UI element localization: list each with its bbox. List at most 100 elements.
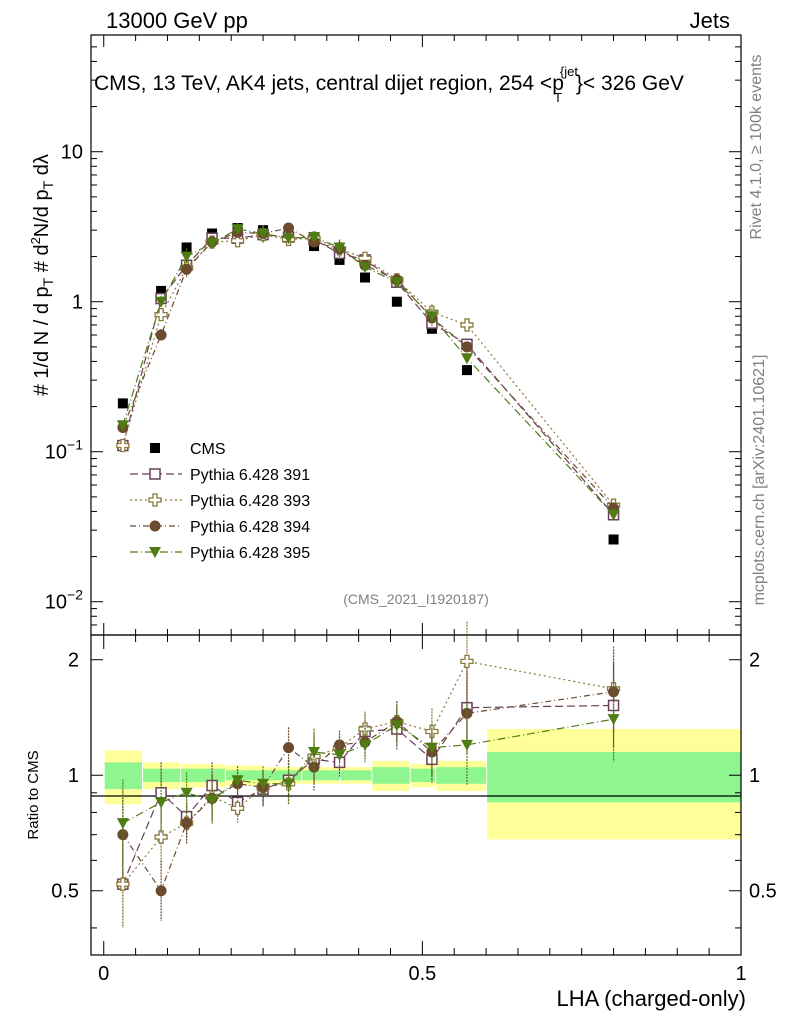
ratio-point-p395: [231, 775, 244, 787]
y-tick-label: 10−1: [45, 437, 83, 464]
ratio-point-p395: [206, 795, 219, 807]
legend-marker-p394: [149, 520, 161, 532]
ratio-frame: [90, 634, 742, 956]
ratio-point-p394: [308, 761, 320, 773]
ratio-y-tick-label-right: 0.5: [749, 881, 777, 903]
title-sup: {jet: [560, 64, 578, 79]
svg-text:# 1/d N / d pT # d2N/d pT dλ: # 1/d N / d pT # d2N/d pT dλ: [28, 154, 56, 396]
point-data: [391, 296, 402, 307]
ratio-point-p395: [607, 714, 620, 726]
series-line-p394: [122, 227, 614, 509]
ratio-point-p394: [155, 885, 167, 897]
point-p395: [116, 420, 129, 432]
ratio-point-p393: [230, 801, 245, 815]
uncertainty-band-inner: [264, 770, 302, 781]
ratio-line-p394: [122, 691, 614, 893]
point-p395: [390, 277, 403, 289]
legend-label-p393: Pythia 6.428 393: [190, 493, 310, 510]
ratio-point-p395: [460, 739, 473, 751]
point-p395: [359, 262, 372, 274]
point-p395: [180, 251, 193, 263]
point-p395: [607, 509, 620, 521]
point-p395: [282, 233, 295, 245]
ratio-point-p395: [308, 746, 321, 758]
uncertainty-band-inner: [436, 767, 487, 784]
series-line-p393: [122, 234, 615, 506]
energy-label: 13000 GeV pp: [106, 8, 248, 33]
ratio-point-p395: [359, 739, 372, 751]
jets-label: Jets: [690, 8, 730, 33]
main-panel: 10−2 10−1 1 10: [45, 34, 742, 636]
ratio-point-p393: [460, 654, 474, 669]
point-p393: [230, 234, 245, 248]
uncertainty-band-inner: [372, 767, 410, 784]
ratio-y-tick-label-left: 2: [68, 650, 79, 672]
uncertainty-band-inner: [225, 770, 264, 781]
ratio-point-p395: [180, 787, 193, 799]
title-sub: T: [554, 90, 562, 105]
x-tick-label: 1: [735, 963, 746, 985]
point-data: [334, 254, 345, 265]
ratio-point-p393: [154, 830, 168, 844]
uncertainty-band-inner: [104, 762, 142, 790]
ratio-y-tick-label-left: 1: [68, 765, 79, 787]
ratio-y-tick-label-left: 0.5: [51, 881, 79, 903]
y-tick-label: 10: [61, 142, 83, 164]
ratio-point-p394: [181, 817, 193, 829]
plot-title: CMS, 13 TeV, AK4 jets, central dijet reg…: [94, 64, 684, 105]
ratio-line-p391: [122, 704, 614, 885]
point-data: [117, 398, 128, 409]
point-p394: [283, 222, 295, 234]
legend-marker-p391: [149, 468, 161, 480]
ratio-point-p394: [283, 742, 295, 754]
main-ylabel: # 1/d N / d pT # d2N/d pT dλ: [28, 154, 56, 396]
legend: CMS Pythia 6.428 391 Pythia 6.428 393 Pythi…: [130, 441, 310, 562]
point-p394: [461, 341, 473, 353]
y-tick-label: 1: [72, 292, 83, 314]
point-p395: [206, 238, 219, 250]
point-p393: [116, 438, 130, 453]
point-p395: [460, 353, 473, 365]
legend-marker-p395: [149, 547, 161, 558]
point-p393: [460, 318, 474, 332]
point-p395: [155, 296, 168, 308]
point-p395: [257, 228, 270, 240]
ratio-panel: 0 0.5 1 0.5 0.5 1 1 2 2: [51, 621, 777, 985]
ratio-point-p395: [390, 720, 403, 732]
uncertainty-band-inner: [410, 768, 436, 783]
point-p395: [333, 242, 346, 254]
ratio-point-p395: [155, 797, 168, 809]
ratio-point-p395: [282, 778, 295, 790]
ratio-series-p395: [116, 676, 620, 867]
title-part1: CMS, 13 TeV, AK4 jets, central dijet reg…: [94, 72, 564, 95]
ratio-y-tick-label-right: 2: [749, 650, 760, 672]
ratio-point-p395: [425, 742, 438, 754]
title-part2: }< 326 GeV: [576, 72, 684, 95]
point-data: [181, 242, 192, 253]
ratio-y-tick-label-right: 1: [749, 765, 760, 787]
point-p393: [154, 308, 168, 322]
point-p394: [181, 263, 193, 275]
uncertainty-band-inner: [302, 770, 340, 781]
point-data: [360, 272, 371, 283]
analysis-id: (CMS_2021_I1920187): [343, 591, 489, 607]
legend-label-p394: Pythia 6.428 394: [190, 519, 310, 536]
ratio-line-p395: [122, 718, 614, 824]
rivet-version: Rivet 4.1.0, ≥ 100k events: [748, 55, 765, 240]
ratio-point-p395: [257, 778, 270, 790]
point-p395: [308, 232, 321, 244]
uncertainty-band-inner: [487, 751, 741, 803]
y-tick-label: 10−2: [45, 587, 83, 614]
point-data: [608, 534, 619, 545]
uncertainty-band-inner: [181, 768, 225, 783]
x-tick-label: 0: [98, 963, 109, 985]
point-data: [461, 365, 472, 376]
point-data: [156, 285, 167, 296]
x-tick-label: 0.5: [408, 963, 436, 985]
point-p395: [425, 311, 438, 323]
ratio-point-p395: [116, 818, 129, 830]
legend-label-data: CMS: [190, 441, 226, 458]
xaxis-label: LHA (charged-only): [556, 986, 746, 1011]
legend-label-p395: Pythia 6.428 395: [190, 545, 310, 562]
